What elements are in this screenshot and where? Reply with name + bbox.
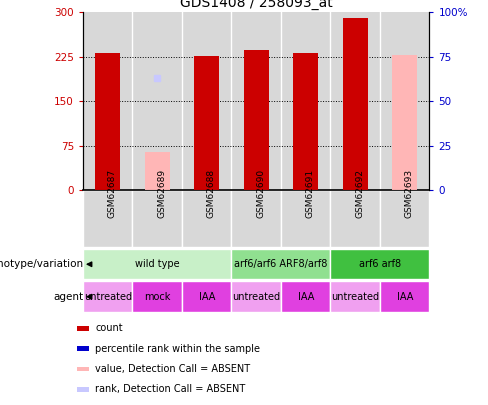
Bar [182, 12, 231, 190]
Bar [95, 53, 120, 190]
Bar [77, 346, 89, 351]
Text: untreated: untreated [232, 292, 280, 302]
Text: arf6 arf8: arf6 arf8 [359, 259, 401, 269]
Bar [281, 12, 330, 190]
Text: count: count [96, 324, 123, 333]
Text: percentile rank within the sample: percentile rank within the sample [96, 344, 261, 354]
Text: GSM62693: GSM62693 [405, 168, 414, 218]
Bar [380, 281, 429, 312]
Bar [83, 190, 132, 247]
Text: IAA: IAA [199, 292, 215, 302]
Title: GDS1408 / 258093_at: GDS1408 / 258093_at [180, 0, 333, 10]
Bar [83, 281, 132, 312]
Bar [231, 190, 281, 247]
Bar [132, 12, 182, 190]
Bar [182, 190, 231, 247]
Text: GSM62692: GSM62692 [355, 169, 364, 217]
Text: arf6/arf6 ARF8/arf8: arf6/arf6 ARF8/arf8 [234, 259, 327, 269]
Text: mock: mock [144, 292, 170, 302]
Text: untreated: untreated [331, 292, 379, 302]
Text: GSM62687: GSM62687 [108, 168, 117, 218]
Text: GSM62691: GSM62691 [305, 168, 315, 218]
Bar [77, 367, 89, 371]
Bar [231, 281, 281, 312]
Text: IAA: IAA [397, 292, 413, 302]
Text: GSM62688: GSM62688 [207, 168, 216, 218]
Bar [330, 281, 380, 312]
Text: GSM62690: GSM62690 [256, 168, 265, 218]
Bar [330, 249, 429, 279]
Text: GSM62689: GSM62689 [157, 168, 166, 218]
Bar [77, 387, 89, 392]
Bar [83, 12, 132, 190]
Bar [244, 50, 268, 190]
Bar [231, 12, 281, 190]
Bar [330, 12, 380, 190]
Text: wild type: wild type [135, 259, 180, 269]
Bar [194, 56, 219, 190]
Bar [132, 281, 182, 312]
Bar [293, 53, 318, 190]
Text: genotype/variation: genotype/variation [0, 259, 83, 269]
Bar [343, 18, 367, 190]
Bar [145, 152, 170, 190]
Text: rank, Detection Call = ABSENT: rank, Detection Call = ABSENT [96, 384, 245, 394]
Text: value, Detection Call = ABSENT: value, Detection Call = ABSENT [96, 364, 250, 374]
Bar [281, 281, 330, 312]
Bar [132, 190, 182, 247]
Text: agent: agent [53, 292, 83, 302]
Bar [380, 190, 429, 247]
Text: IAA: IAA [298, 292, 314, 302]
Bar [380, 12, 429, 190]
Text: untreated: untreated [83, 292, 132, 302]
Bar [392, 55, 417, 190]
Bar [77, 326, 89, 331]
Bar [83, 249, 231, 279]
Bar [231, 249, 330, 279]
Bar [182, 281, 231, 312]
Bar [330, 190, 380, 247]
Bar [281, 190, 330, 247]
